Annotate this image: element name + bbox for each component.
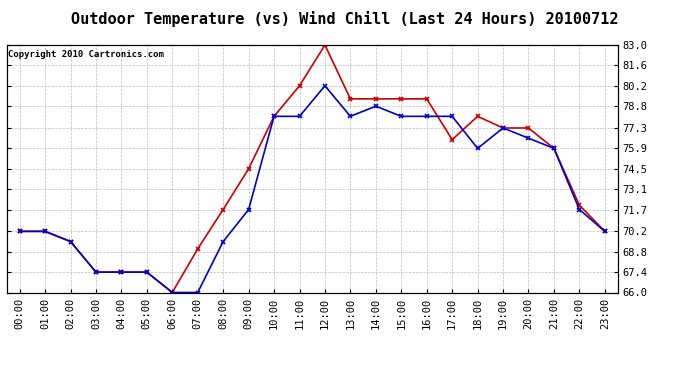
Text: Outdoor Temperature (vs) Wind Chill (Last 24 Hours) 20100712: Outdoor Temperature (vs) Wind Chill (Las… <box>71 11 619 27</box>
Text: Copyright 2010 Cartronics.com: Copyright 2010 Cartronics.com <box>8 50 164 59</box>
